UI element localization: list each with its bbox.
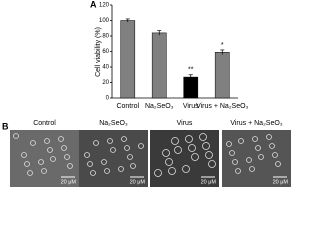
cell bbox=[41, 168, 47, 174]
micrograph bbox=[222, 130, 291, 187]
y-tick-label: 0 bbox=[106, 96, 110, 102]
cell bbox=[87, 161, 93, 167]
scale-bar-label: 20 μM bbox=[273, 179, 289, 185]
y-axis-label: Cell viability (%) bbox=[95, 27, 102, 77]
significance-label: ** bbox=[188, 67, 194, 74]
cell bbox=[154, 169, 162, 177]
bar bbox=[183, 76, 199, 99]
figure: A B Cell viability (%) 0 20 40 60 80 100 120 Co… bbox=[2, 0, 291, 187]
cell bbox=[138, 143, 144, 149]
cell bbox=[47, 147, 53, 153]
cell bbox=[118, 166, 124, 172]
x-tick-label: Control bbox=[116, 103, 139, 110]
cell bbox=[238, 138, 244, 144]
cell bbox=[13, 133, 19, 139]
error-bar bbox=[188, 74, 193, 80]
cell bbox=[182, 165, 190, 173]
panel-label: B bbox=[2, 121, 9, 131]
error-bar bbox=[157, 30, 162, 36]
scale-bar-label: 20 μM bbox=[201, 179, 217, 185]
panel-label: A bbox=[90, 0, 97, 9]
cell bbox=[104, 168, 110, 174]
cell bbox=[64, 154, 70, 160]
y-tick-label: 100 bbox=[99, 18, 110, 24]
cell bbox=[44, 138, 50, 144]
cell bbox=[110, 147, 116, 153]
cell bbox=[269, 143, 275, 149]
cell bbox=[226, 141, 232, 147]
cell bbox=[27, 170, 33, 176]
y-tick-label: 120 bbox=[99, 3, 110, 9]
cell bbox=[249, 166, 255, 172]
cell bbox=[124, 145, 130, 151]
cell bbox=[168, 167, 176, 175]
cell bbox=[58, 136, 64, 142]
cell bbox=[67, 163, 73, 169]
cell bbox=[21, 152, 27, 158]
y-tick-label: 60 bbox=[102, 49, 109, 55]
cell bbox=[38, 159, 44, 165]
cell bbox=[107, 138, 113, 144]
cell bbox=[232, 159, 238, 165]
cell bbox=[93, 140, 99, 146]
bar bbox=[120, 20, 136, 99]
cell bbox=[24, 161, 30, 167]
bar bbox=[151, 32, 167, 99]
significance-label: * bbox=[221, 42, 224, 49]
cell bbox=[90, 170, 96, 176]
cell bbox=[275, 161, 281, 167]
cell bbox=[199, 133, 207, 141]
cell bbox=[61, 145, 67, 151]
cell bbox=[235, 168, 241, 174]
cell bbox=[30, 140, 36, 146]
x-tick-label: Na₂SeO₃ bbox=[145, 103, 174, 110]
cell bbox=[162, 149, 170, 157]
cell bbox=[205, 151, 213, 159]
cell bbox=[258, 154, 264, 160]
cell bbox=[50, 156, 56, 162]
cell bbox=[121, 136, 127, 142]
cell bbox=[266, 134, 272, 140]
image-label: Control bbox=[33, 120, 56, 127]
cell bbox=[208, 160, 216, 168]
cell bbox=[246, 157, 252, 163]
y-tick-label: 80 bbox=[102, 34, 109, 40]
cell bbox=[130, 163, 136, 169]
image-label: Virus bbox=[177, 120, 193, 127]
cell bbox=[127, 154, 133, 160]
scale-bar-label: 20 μM bbox=[130, 179, 146, 185]
y-tick-label: 40 bbox=[102, 65, 109, 71]
cell bbox=[255, 145, 261, 151]
cell bbox=[185, 135, 193, 143]
cell bbox=[174, 146, 182, 154]
cell bbox=[165, 158, 173, 166]
image-label: Na₂SeO₃ bbox=[99, 120, 128, 127]
micrograph bbox=[79, 130, 148, 187]
cell bbox=[101, 159, 107, 165]
image-label: Virus + Na₂SeO₃ bbox=[230, 120, 282, 127]
cell bbox=[191, 153, 199, 161]
cell bbox=[229, 150, 235, 156]
y-tick-label: 20 bbox=[102, 80, 109, 86]
cell bbox=[272, 152, 278, 158]
scale-bar-label: 20 μM bbox=[61, 179, 77, 185]
cell bbox=[84, 152, 90, 158]
x-tick-label: Virus + Na₂SeO₃ bbox=[196, 103, 248, 110]
error-bar bbox=[125, 18, 130, 23]
cell bbox=[171, 137, 179, 145]
bar bbox=[214, 52, 230, 99]
cell bbox=[252, 136, 258, 142]
cell bbox=[188, 144, 196, 152]
error-bar bbox=[220, 49, 225, 55]
x-tick-label: Virus bbox=[183, 103, 199, 110]
cell bbox=[202, 142, 210, 150]
